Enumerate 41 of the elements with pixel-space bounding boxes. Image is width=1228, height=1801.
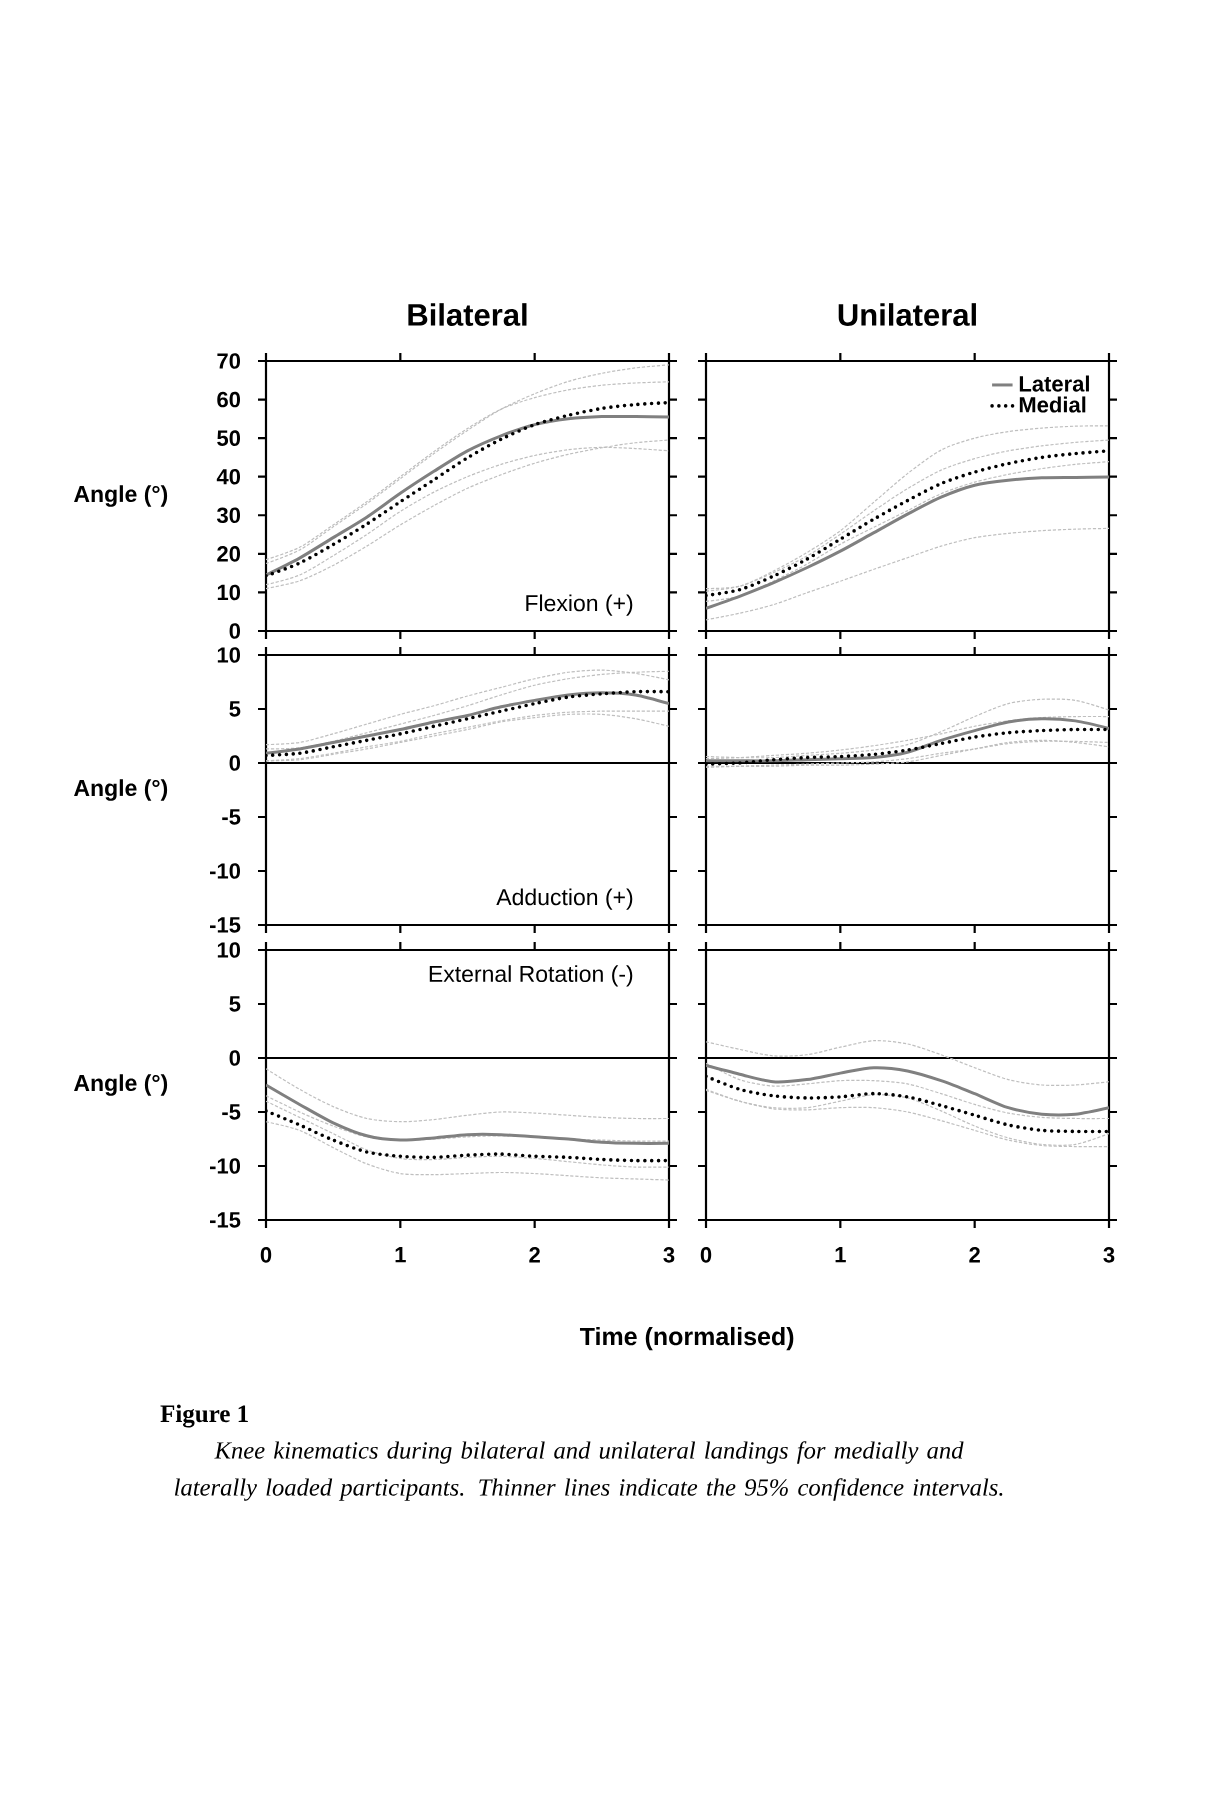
y-tick-label: 50: [217, 430, 241, 446]
text: Knee kinematics during bilateral and unilateral landings for medially and laterally loaded participants. Thinner lines indicate the 95% confidence intervals.: [174, 1441, 1003, 1501]
y-tick-label: 5: [229, 996, 241, 1012]
y-tick-label: 5: [229, 701, 241, 717]
y-tick-label: -5: [222, 1104, 241, 1120]
y-tick-label: 60: [217, 391, 241, 408]
annotation: Adduction (+): [496, 888, 633, 910]
chart-title: Bilateral: [408, 303, 527, 326]
text: Figure 1: [160, 1404, 248, 1428]
y-tick-label: -10: [209, 863, 241, 879]
y-tick-label: 0: [229, 623, 241, 639]
y-tick-label: -5: [222, 809, 241, 825]
y-tick-label: -15: [209, 1212, 241, 1228]
y-axis-title: Angle (°): [74, 485, 168, 507]
y-tick-label: 10: [217, 584, 241, 601]
y-tick-label: -15: [209, 917, 241, 933]
annotation: External Rotation (-): [429, 965, 633, 987]
x-tick-label: 3: [1103, 1247, 1115, 1263]
x-axis-title: Time (normalised): [579, 1326, 794, 1351]
x-tick-label: 2: [529, 1247, 540, 1263]
y-tick-label: 0: [229, 755, 241, 771]
legend-label: Lateral: [1019, 375, 1089, 392]
y-tick-label: 0: [229, 1050, 241, 1066]
x-tick-label: 0: [700, 1247, 712, 1263]
x-tick-label: 0: [260, 1247, 272, 1263]
x-tick-label: 2: [969, 1247, 980, 1263]
y-tick-label: 40: [216, 468, 241, 485]
x-tick-label: 3: [663, 1247, 675, 1263]
y-axis-title: Angle (°): [74, 1074, 168, 1096]
y-tick-label: 70: [217, 353, 241, 369]
y-tick-label: 10: [217, 942, 241, 958]
legend-label: Medial: [1019, 396, 1086, 413]
x-tick-label: 1: [395, 1247, 406, 1263]
y-tick-label: 30: [216, 507, 241, 524]
y-tick-label: -10: [209, 1158, 241, 1174]
annotation: Flexion (+): [526, 594, 633, 616]
y-axis-title: Angle (°): [74, 779, 168, 801]
y-tick-label: 10: [217, 647, 241, 663]
chart-title: Unilateral: [838, 303, 976, 326]
y-tick-label: 20: [217, 546, 241, 562]
x-tick-label: 1: [835, 1247, 846, 1263]
